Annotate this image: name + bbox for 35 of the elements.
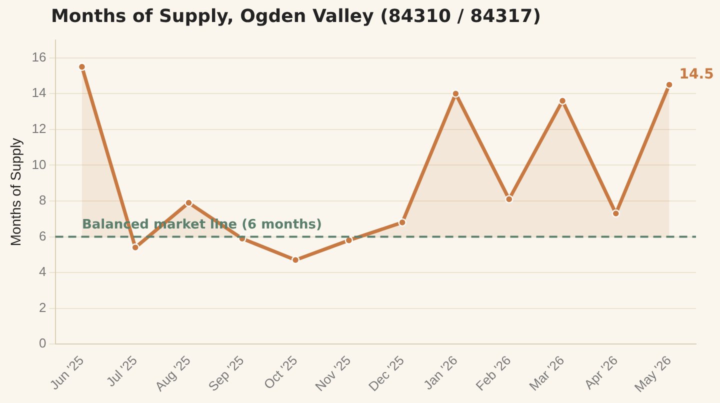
x-tick-label: May '26 — [631, 352, 674, 396]
y-tick-label: 6 — [39, 228, 46, 244]
data-label: 14.5 — [679, 66, 714, 82]
point — [398, 218, 406, 227]
x-tick-label: Aug '25 — [152, 352, 194, 394]
point — [344, 236, 354, 244]
x-tick-label: Apr '26 — [581, 352, 621, 392]
point — [184, 198, 193, 207]
x-tick-label: Nov '25 — [312, 352, 354, 394]
point — [291, 256, 300, 264]
point — [612, 209, 620, 218]
y-tick-label: 4 — [39, 264, 46, 280]
point — [665, 80, 674, 89]
y-tick-label: 8 — [39, 192, 46, 208]
y-tick-label: 16 — [32, 49, 46, 64]
x-tick-label: Jul '25 — [103, 352, 140, 390]
x-tick-label: Sep '25 — [205, 352, 247, 394]
x-tick-label: Mar '26 — [526, 352, 568, 394]
y-axis-title: Months of Supply — [7, 138, 24, 246]
y-tick-label: 10 — [32, 156, 46, 172]
y-tick-label: 2 — [39, 300, 46, 315]
chart-title: Months of Supply, Ogden Valley (84310 / 84317) — [51, 6, 541, 27]
x-tick-label: Jun '25 — [46, 352, 87, 393]
point — [558, 96, 567, 105]
point — [131, 243, 140, 252]
x-tick-label: Oct '25 — [260, 352, 300, 392]
y-tick-label: 14 — [32, 85, 46, 100]
point — [505, 195, 514, 204]
x-tick-label: Dec '25 — [365, 352, 407, 394]
point — [452, 90, 460, 98]
y-tick-label: 12 — [32, 121, 46, 136]
point — [78, 62, 86, 71]
x-tick-label: Feb '26 — [472, 352, 514, 394]
y-tick-label: 0 — [39, 336, 46, 351]
x-tick-label: Jan '26 — [420, 352, 460, 393]
